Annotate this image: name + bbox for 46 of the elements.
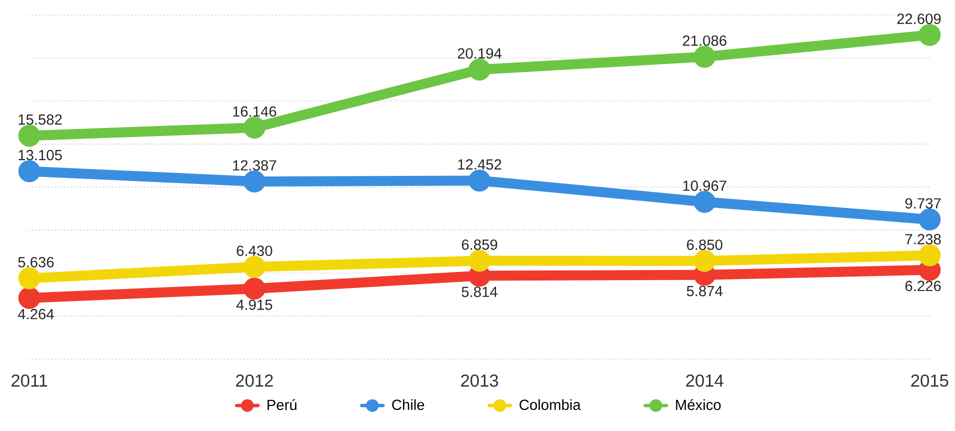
point bbox=[18, 124, 40, 147]
point bbox=[468, 58, 491, 81]
point bbox=[243, 278, 266, 300]
legend-label: Colombia bbox=[520, 399, 581, 410]
x-tick-label: 2013 bbox=[461, 374, 498, 387]
point bbox=[694, 190, 716, 213]
point bbox=[694, 46, 716, 68]
data-label: 21.086 bbox=[682, 35, 726, 46]
point bbox=[18, 267, 40, 290]
data-label: 12.387 bbox=[233, 160, 276, 171]
point bbox=[243, 170, 266, 192]
legend-label: Chile bbox=[392, 399, 424, 410]
data-label: 16.146 bbox=[233, 106, 276, 117]
point bbox=[694, 250, 716, 272]
data-label: 5.636 bbox=[18, 256, 54, 268]
data-label: 6.226 bbox=[905, 280, 941, 292]
point bbox=[243, 256, 266, 278]
data-label: 5.814 bbox=[462, 286, 498, 298]
data-label: 6.430 bbox=[236, 246, 272, 256]
point bbox=[918, 244, 941, 266]
data-label: 6.850 bbox=[686, 240, 722, 250]
data-label: 4.915 bbox=[236, 300, 272, 310]
point bbox=[243, 116, 266, 139]
point bbox=[918, 24, 941, 46]
x-tick-label: 2011 bbox=[12, 374, 48, 387]
legend-label: México bbox=[676, 399, 721, 410]
point bbox=[468, 170, 491, 192]
x-tick-label: 2014 bbox=[686, 374, 724, 387]
data-label: 22.609 bbox=[897, 14, 941, 24]
legend-label: Perú bbox=[268, 399, 296, 410]
data-label: 15.582 bbox=[18, 114, 62, 125]
data-label: 20.194 bbox=[458, 48, 502, 59]
x-tick-label: 2012 bbox=[236, 374, 273, 387]
data-label: 10.967 bbox=[683, 180, 726, 191]
data-label: 6.859 bbox=[462, 239, 498, 250]
x-tick-label: 2015 bbox=[911, 374, 948, 387]
point bbox=[918, 208, 941, 230]
data-label: 9.737 bbox=[905, 198, 941, 209]
point bbox=[18, 160, 40, 182]
data-label: 12.452 bbox=[458, 159, 502, 170]
data-label: 4.264 bbox=[18, 308, 54, 320]
point bbox=[468, 250, 491, 272]
data-label: 7.238 bbox=[905, 234, 941, 244]
data-label: 13.105 bbox=[18, 150, 62, 160]
data-label: 5.874 bbox=[686, 286, 722, 296]
point bbox=[18, 286, 40, 309]
